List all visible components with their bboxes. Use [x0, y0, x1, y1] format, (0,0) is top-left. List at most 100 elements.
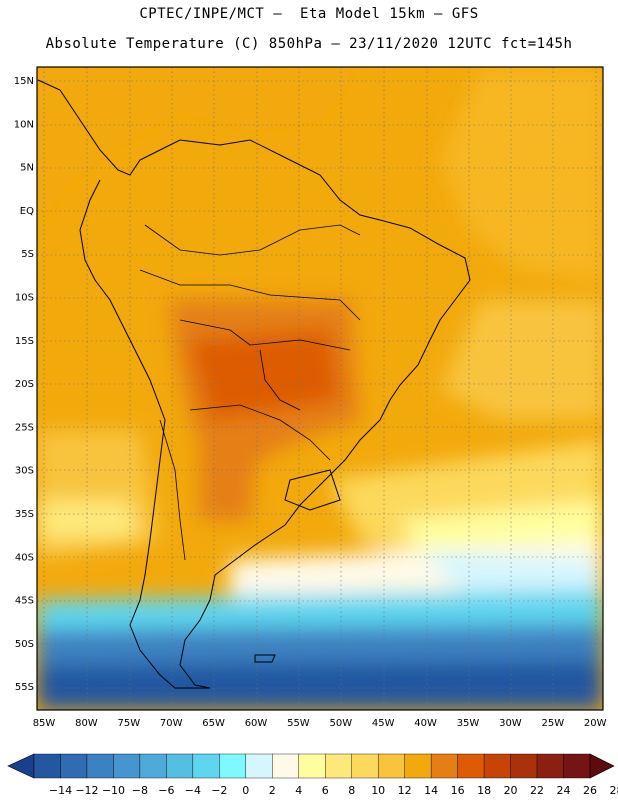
lon-tick-label: 65W	[202, 718, 225, 729]
colorbar-swatch	[430, 753, 458, 779]
colorbar-label: 16	[451, 784, 465, 797]
lat-tick-label: 10S	[15, 293, 34, 304]
region-subpolar-2	[37, 625, 603, 670]
lat-tick-label: 25S	[15, 422, 34, 433]
colorbar-label: −4	[185, 784, 201, 797]
colorbar-label: −12	[75, 784, 98, 797]
colorbar-label: 2	[269, 784, 276, 797]
border-mid	[179, 319, 351, 351]
colorbar-swatch	[298, 753, 326, 779]
lat-tick-label: EQ	[20, 206, 34, 217]
lat-tick-label: 55S	[15, 682, 34, 693]
lon-tick-label: 60W	[245, 718, 268, 729]
colorbar-label: −6	[158, 784, 174, 797]
lon-tick-label: 50W	[329, 718, 352, 729]
colorbar-label: −10	[102, 784, 125, 797]
colorbar-label: 12	[398, 784, 412, 797]
colorbar-swatch	[510, 753, 538, 779]
colorbar-label: 18	[477, 784, 491, 797]
colorbar-swatch	[113, 753, 141, 779]
region-atlantic-central	[440, 300, 603, 420]
lon-tick-label: 40W	[414, 718, 437, 729]
colorbar-swatch	[166, 753, 194, 779]
coastline	[37, 79, 471, 689]
colorbar-swatch	[219, 753, 247, 779]
colorbar-swatch	[563, 753, 591, 779]
colorbar-swatch	[457, 753, 485, 779]
uruguay-outline	[284, 469, 341, 511]
region-atlantic-north	[440, 70, 603, 280]
border-south	[189, 404, 331, 461]
colorbar-label: −8	[132, 784, 148, 797]
colorbar-label: 20	[504, 784, 518, 797]
colorbar-label: 14	[424, 784, 438, 797]
border-chile-argentina	[159, 419, 186, 561]
colorbar-label: 28	[609, 784, 618, 797]
border-central	[139, 269, 361, 321]
lat-tick-label: 35S	[15, 509, 34, 520]
colorbar-label: −2	[211, 784, 227, 797]
map-frame	[36, 66, 604, 711]
lon-tick-label: 70W	[160, 718, 183, 729]
lat-tick-label: 45S	[15, 596, 34, 607]
lon-tick-label: 85W	[33, 718, 56, 729]
region-heat-south	[200, 420, 260, 520]
south-america-outline	[37, 79, 471, 689]
lat-tick-label: 20S	[15, 379, 34, 390]
border-paraguay	[259, 349, 301, 411]
lon-tick-label: 75W	[117, 718, 140, 729]
lon-tick-label: 35W	[457, 718, 480, 729]
colorbar-low-arrow	[7, 753, 35, 779]
colorbar-high-arrow	[589, 753, 615, 779]
lat-tick-label: 50S	[15, 639, 34, 650]
colorbar-swatch	[325, 753, 352, 779]
lat-tick-label: 30S	[15, 466, 34, 477]
lat-tick-label: 10N	[14, 119, 34, 130]
colorbar-swatch	[351, 753, 379, 779]
lon-tick-label: 30W	[499, 718, 522, 729]
colorbar-label: 0	[242, 784, 249, 797]
colorbar-swatch	[536, 753, 564, 779]
lon-tick-label: 25W	[541, 718, 564, 729]
colorbar-label: 8	[348, 784, 355, 797]
lat-tick-label: 40S	[15, 552, 34, 563]
colorbar-label: −14	[49, 784, 72, 797]
colorbar-label: 24	[557, 784, 571, 797]
colorbar-swatch	[245, 753, 273, 779]
lon-tick-label: 80W	[75, 718, 98, 729]
colorbar-swatch	[483, 753, 511, 779]
colorbar-swatch	[192, 753, 220, 779]
lon-tick-label: 45W	[372, 718, 395, 729]
region-polar	[37, 660, 603, 710]
colorbar-swatch	[377, 753, 405, 779]
longitude-labels: 85W 80W 75W 70W 65W 60W 55W 50W 45W 40W 35W 30W 25W 2…	[33, 718, 607, 729]
country-borders	[139, 224, 361, 561]
region-north-ocean	[37, 70, 360, 240]
colorbar-swatch	[60, 753, 88, 779]
colorbar-swatch	[33, 753, 61, 779]
region-heat-peak	[190, 330, 340, 420]
lon-tick-label: 20W	[584, 718, 607, 729]
lat-tick-label: 15N	[14, 76, 34, 87]
region-pacific-cool	[37, 500, 140, 540]
colorbar-label: 10	[371, 784, 385, 797]
colorbar-label: 6	[322, 784, 329, 797]
colorbar-label: 4	[295, 784, 302, 797]
chart-title-line-2: Absolute Temperature (C) 850hPa – 23/11/…	[45, 36, 573, 52]
colorbar-label: 26	[583, 784, 597, 797]
falklands-outline	[254, 654, 276, 663]
graticule	[37, 67, 603, 710]
lon-tick-label: 55W	[287, 718, 310, 729]
colorbar-label: 22	[530, 784, 544, 797]
lat-tick-label: 15S	[15, 336, 34, 347]
latitude-labels: 15N 10N 5N EQ 5S 10S 15S 20S 25S 30S 35S 40S 45S 50S 5…	[14, 76, 34, 693]
colorbar-swatch	[86, 753, 114, 779]
chart-title-line-1: CPTEC/INPE/MCT – Eta Model 15km – GFS	[139, 6, 479, 22]
lat-tick-label: 5S	[21, 249, 34, 260]
border-north	[144, 224, 361, 256]
colorbar-swatch	[139, 753, 167, 779]
lat-tick-label: 5N	[20, 163, 34, 174]
colorbar-swatch	[272, 753, 299, 779]
